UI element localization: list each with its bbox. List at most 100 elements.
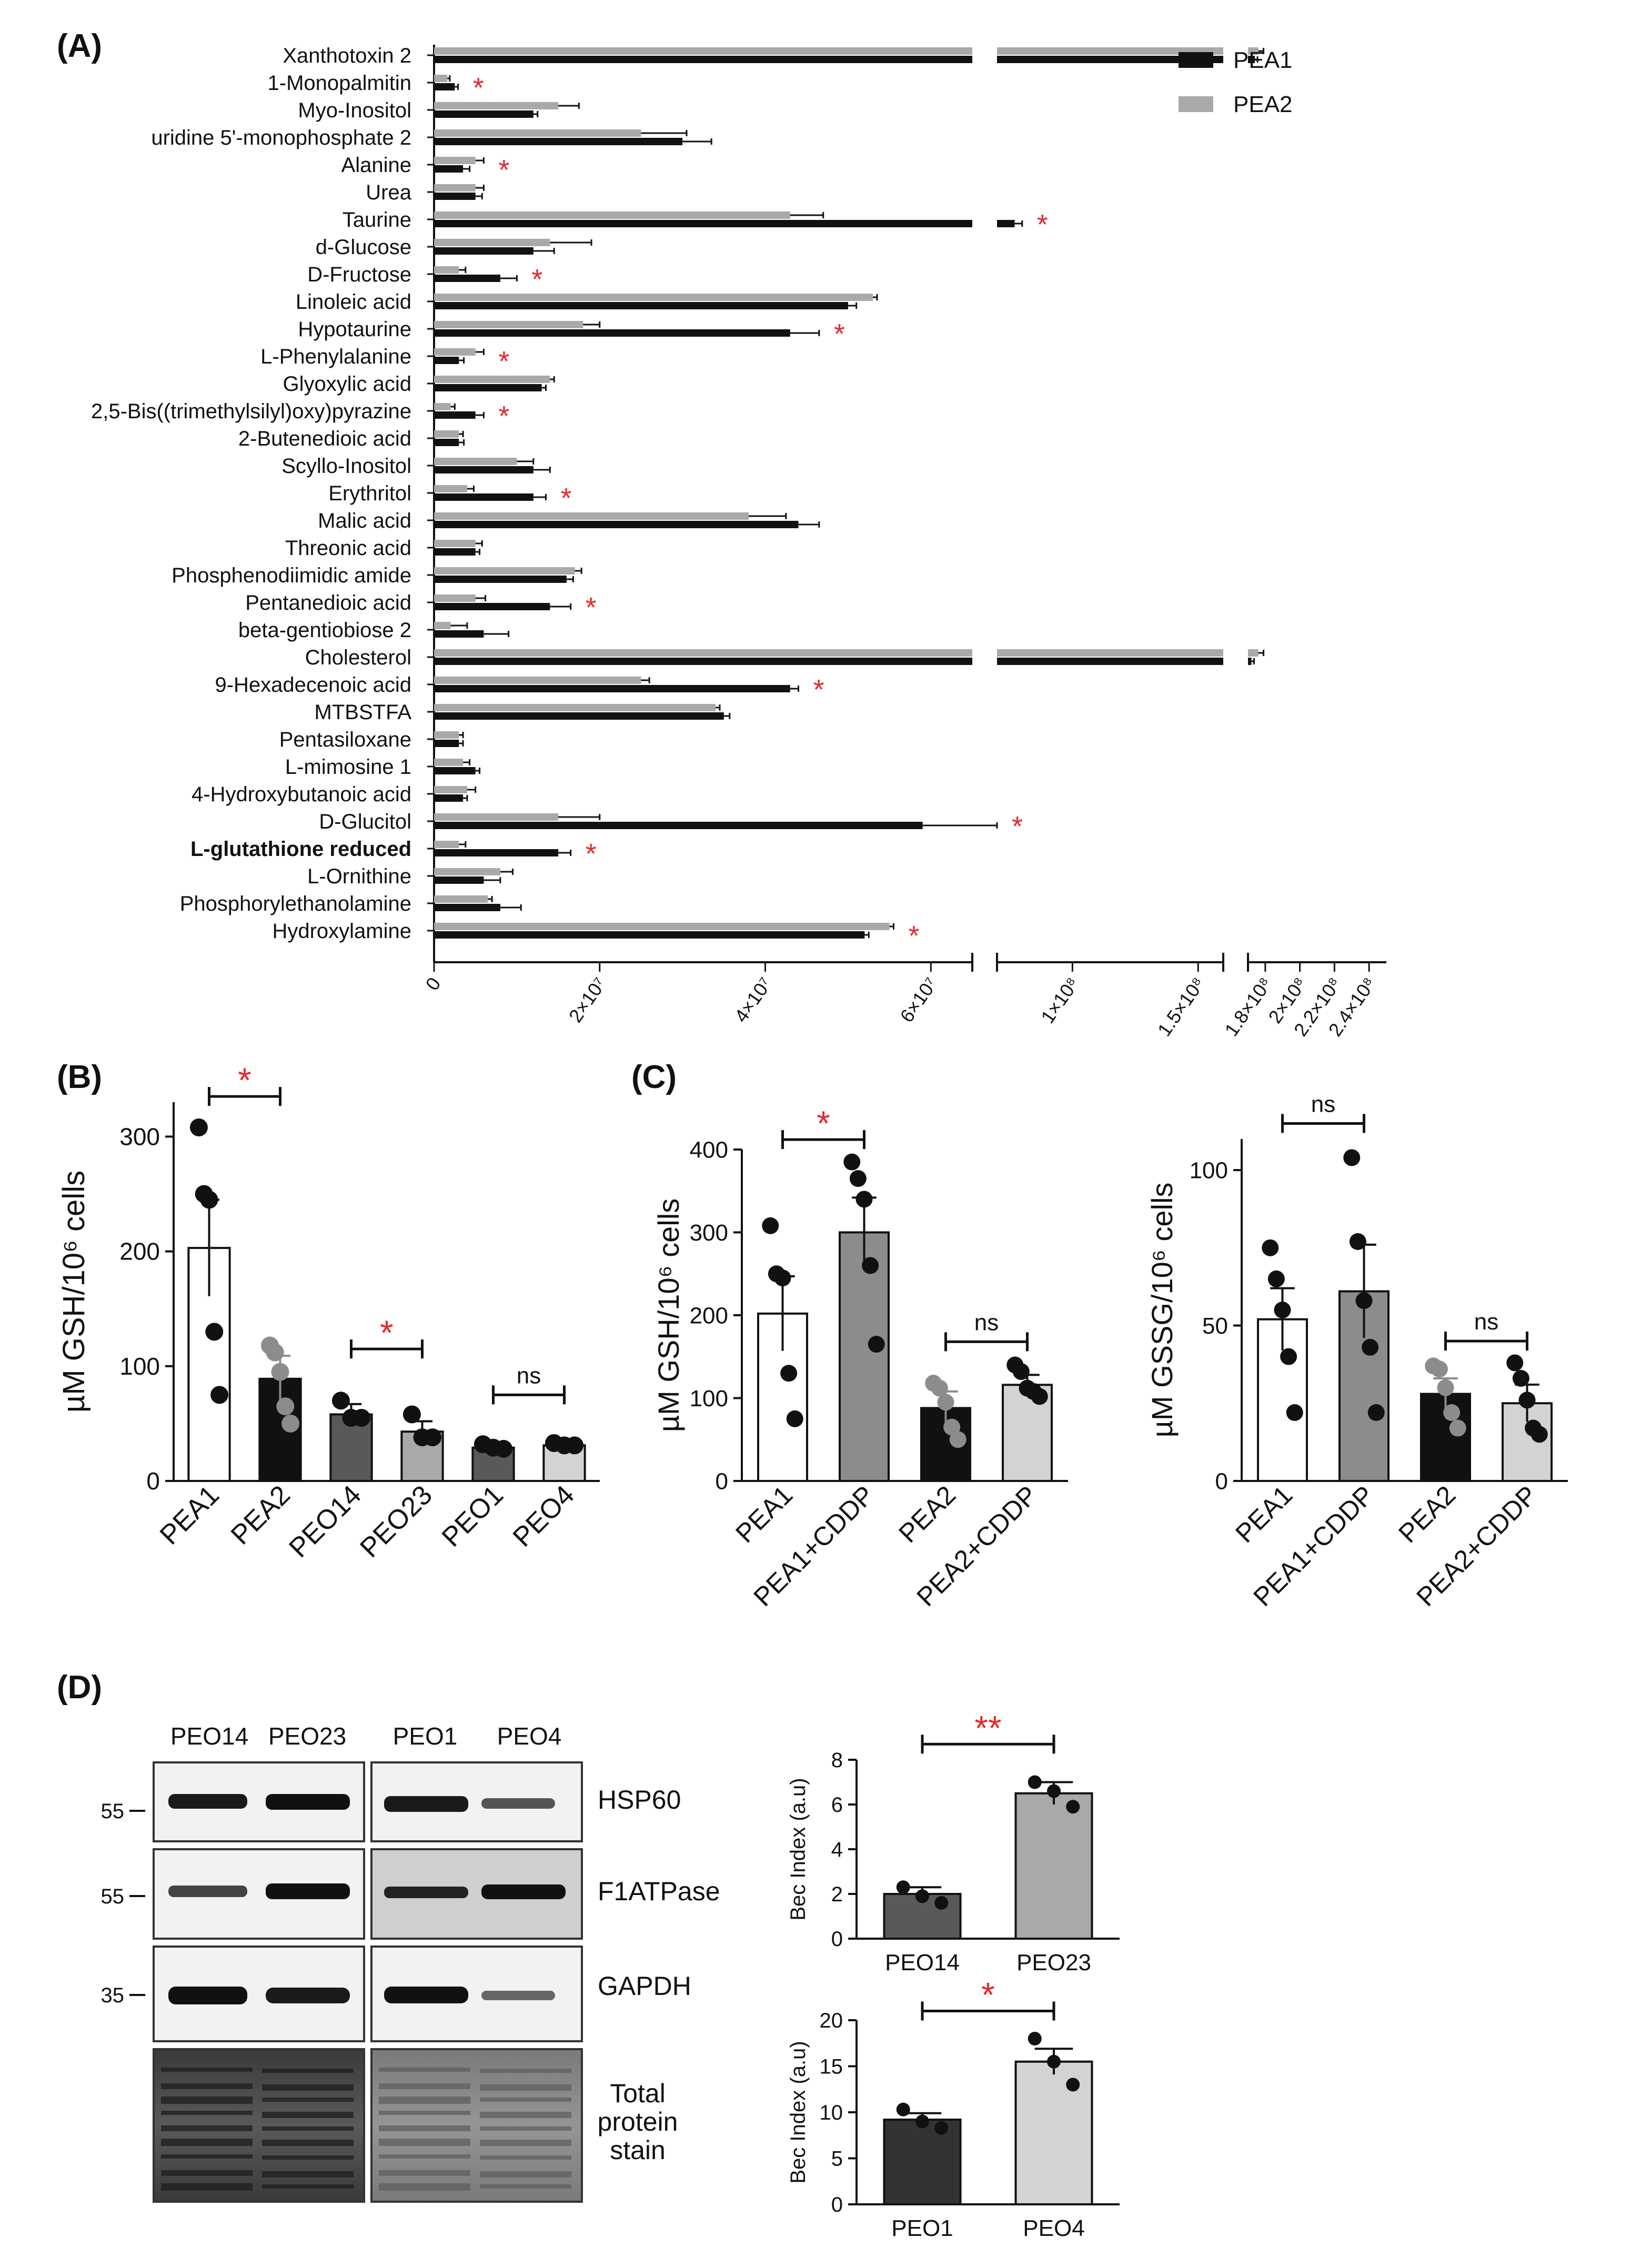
category-label: Glyoxylic acid xyxy=(283,372,411,396)
category-label: D-Glucitol xyxy=(319,810,411,833)
bar-pea2 xyxy=(434,157,476,164)
data-point xyxy=(762,1217,779,1234)
stain-band xyxy=(480,2084,571,2091)
x-tick-label: PEA1 xyxy=(154,1479,225,1550)
stain-band xyxy=(379,2083,470,2089)
y-tick-label: 100 xyxy=(1190,1157,1228,1183)
category-label: d-Glucose xyxy=(316,236,411,259)
stain-bands xyxy=(161,2068,571,2191)
data-point xyxy=(1367,1404,1385,1421)
data-point xyxy=(774,1269,791,1287)
category-label: Erythritol xyxy=(328,482,411,505)
stain-band xyxy=(379,2183,470,2191)
significance-label: ns xyxy=(1474,1309,1498,1335)
category-label: L-Phenylalanine xyxy=(260,345,411,368)
bar-pea2 xyxy=(434,102,559,109)
stain-band xyxy=(480,2171,571,2178)
x-tick-label: PEA1 xyxy=(730,1480,798,1548)
category-label: Pentanedioic acid xyxy=(245,591,411,614)
bar-pea2 xyxy=(434,239,550,246)
y-tick-label: 0 xyxy=(146,1467,160,1495)
bar-pea2 xyxy=(434,47,972,55)
stain-band xyxy=(379,2068,470,2072)
category-label: MTBSTFA xyxy=(315,701,412,724)
bar-pea1 xyxy=(434,302,848,309)
data-point xyxy=(353,1409,371,1427)
western-blot: PEO14 PEO23 PEO1 PEO4 55 55 35 HSP60 F1A… xyxy=(101,1722,720,2203)
bar-pea2 xyxy=(434,622,451,629)
data-point xyxy=(949,1431,966,1448)
bar xyxy=(839,1231,890,1482)
data-point xyxy=(1280,1348,1297,1365)
data-point xyxy=(271,1363,289,1381)
bar-pea1 xyxy=(434,658,972,665)
significance-label: * xyxy=(380,1313,394,1352)
x-tick-label: 6×10⁷ xyxy=(895,973,942,1026)
band xyxy=(481,1798,555,1809)
data-point xyxy=(1012,1363,1030,1380)
bar-pea1 xyxy=(434,193,476,200)
x-tick-label: PEA2 xyxy=(893,1480,961,1548)
stain-band xyxy=(480,2140,571,2146)
data-point xyxy=(896,2102,910,2116)
bar-pea1 xyxy=(434,411,476,419)
bar-pea1 xyxy=(997,56,1223,63)
x-tick-label: PEO14 xyxy=(885,1950,960,1975)
x-tick-label: 4×10⁷ xyxy=(730,973,777,1026)
stain-label: stain xyxy=(610,2135,666,2165)
category-label: L-glutathione reduced xyxy=(190,838,411,861)
stain-band xyxy=(262,2155,354,2160)
band xyxy=(481,1884,566,1899)
stain-band xyxy=(161,2183,253,2191)
bar-pea2 xyxy=(434,841,459,848)
y-tick-label: 4 xyxy=(831,1838,843,1861)
band xyxy=(384,1796,468,1812)
data-point xyxy=(331,1392,350,1410)
category-label: Linoleic acid xyxy=(296,290,411,314)
bar-pea1 xyxy=(434,138,683,145)
data-point xyxy=(424,1428,442,1447)
y-tick-label: 15 xyxy=(820,2055,843,2079)
x-tick-label: 2×10⁷ xyxy=(565,973,611,1026)
bar-pea1 xyxy=(434,931,865,939)
stain-label: protein xyxy=(598,2107,678,2136)
bar-pea1 xyxy=(434,876,484,884)
bar xyxy=(1502,1402,1553,1482)
category-label: Xanthotoxin 2 xyxy=(283,44,411,67)
x-tick-label: 0 xyxy=(421,973,445,994)
bar xyxy=(1014,1792,1093,1940)
bar-pea2 xyxy=(434,786,467,793)
data-point xyxy=(915,1889,929,1903)
bar-pea1 xyxy=(434,56,972,63)
bar-pea2 xyxy=(434,868,500,875)
y-tick-label: 300 xyxy=(690,1220,728,1246)
significance-label: * xyxy=(238,1061,251,1100)
band xyxy=(266,1988,350,2003)
data-point xyxy=(862,1257,879,1274)
x-tick-label: 1.8×10⁸ xyxy=(1220,973,1276,1040)
bar-pea1 xyxy=(434,357,459,364)
bar-pea1 xyxy=(434,630,484,638)
y-tick-label: 2 xyxy=(831,1883,843,1906)
size-marker: 35 xyxy=(101,1984,125,2007)
bar-pea2 xyxy=(434,430,459,438)
bar-pea2 xyxy=(434,403,451,410)
bar-pea1 xyxy=(434,384,542,391)
category-label: Threonic acid xyxy=(285,537,411,560)
category-label: Malic acid xyxy=(318,509,411,532)
bar-pea2 xyxy=(997,649,1223,657)
bar-pea1 xyxy=(434,110,533,118)
stain-band xyxy=(379,2096,470,2104)
data-point xyxy=(931,1379,948,1397)
data-point xyxy=(1286,1404,1303,1421)
category-label: Cholesterol xyxy=(305,646,411,669)
stain-band xyxy=(262,2112,354,2118)
lane-label: PEO1 xyxy=(393,1722,458,1750)
data-point xyxy=(1355,1292,1373,1309)
stain-band xyxy=(161,2170,253,2176)
bar-pea2 xyxy=(434,540,476,547)
stain-band xyxy=(480,2184,571,2189)
